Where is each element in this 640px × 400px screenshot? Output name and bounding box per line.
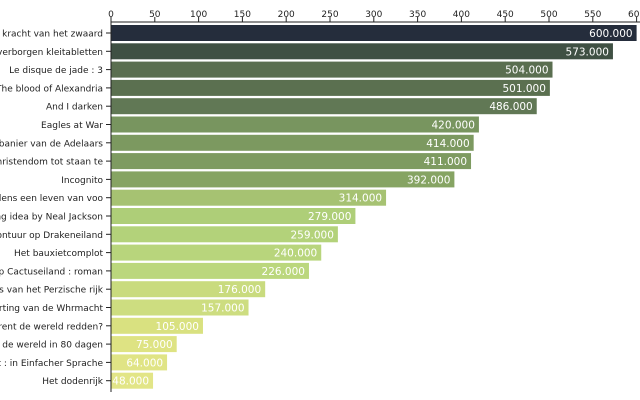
bar	[111, 354, 168, 371]
category-label: Het bauxietcomplot	[14, 249, 103, 259]
data-label: 504.000	[505, 65, 548, 77]
bar	[111, 171, 455, 188]
data-label: 226.000	[262, 266, 305, 278]
bar	[111, 79, 550, 96]
data-label: 600.000	[589, 28, 632, 40]
data-label: 411.000	[424, 156, 467, 168]
data-label: 314.000	[339, 193, 382, 205]
x-tick-label: 600	[628, 10, 640, 20]
category-label: De ineenstorting van de Whrmacht	[0, 304, 103, 314]
x-tick-label: 300	[365, 10, 382, 20]
bars-group: 600.000 573.000 504.000 501.000 486.000 420.0…	[111, 25, 637, 389]
bar	[111, 208, 356, 224]
x-tick-label: 100	[190, 10, 207, 20]
data-label: 573.000	[566, 46, 609, 58]
category-label: De verborgen kleitabletten	[0, 48, 103, 58]
data-label: 392.000	[407, 174, 450, 186]
bar	[111, 317, 203, 334]
category-label: De kracht van het zwaard	[0, 30, 103, 40]
data-label: 414.000	[426, 138, 469, 150]
bar	[111, 226, 338, 243]
x-tick-label: 250	[321, 10, 338, 20]
data-label: 176.000	[218, 284, 261, 296]
x-tick-label: 50	[149, 10, 161, 20]
data-label: 259.000	[290, 229, 333, 241]
category-label: Een tijdens een leven van voo	[0, 194, 103, 204]
category-label: Incognito	[61, 176, 103, 186]
data-label: 420.000	[431, 120, 474, 132]
bar	[111, 336, 177, 353]
bar	[111, 61, 553, 78]
bar	[111, 299, 249, 316]
x-tick-label: 150	[234, 10, 251, 20]
bar	[111, 153, 472, 170]
bar	[111, 98, 537, 115]
category-label: Het dodenrijk	[42, 377, 104, 387]
x-tick-label: 400	[453, 10, 470, 20]
category-label: A winning idea by Neal Jackson	[0, 213, 103, 223]
data-label: 240.000	[274, 248, 317, 260]
category-label: Hoe het christendom tot staan te	[0, 158, 103, 168]
bar	[111, 372, 154, 389]
category-label: Die Welt : in Einfacher Sprache	[0, 359, 103, 369]
x-tick-label: 0	[108, 10, 114, 20]
bar	[111, 25, 637, 41]
category-label: Avontuur op Drakeneiland	[0, 231, 103, 241]
data-label: 486.000	[489, 101, 532, 113]
data-label: 501.000	[502, 83, 545, 95]
bar	[111, 43, 613, 60]
x-tick-label: 500	[540, 10, 557, 20]
bar	[111, 281, 266, 298]
category-label: Agent op Cactuseiland : roman	[0, 267, 103, 277]
y-axis: De kracht van het zwaard De verborgen kle…	[0, 22, 112, 392]
category-label: Reis om de wereld in 80 dagen	[0, 341, 103, 351]
bar	[111, 189, 387, 206]
category-label: The blood of Alexandria	[0, 84, 103, 94]
category-label: Kan Brent de wereld redden?	[0, 322, 103, 332]
data-label: 48.000	[112, 376, 149, 388]
x-tick-label: 350	[409, 10, 426, 20]
category-label: Le disque de jade : 3	[9, 66, 103, 76]
x-tick-label: 550	[584, 10, 601, 20]
bar	[111, 116, 479, 133]
x-tick-label: 200	[278, 10, 295, 20]
category-label: Eagles at War	[41, 121, 103, 131]
bar	[111, 262, 309, 279]
data-label: 75.000	[136, 339, 173, 351]
x-tick-label: 450	[497, 10, 514, 20]
category-label: Krijgsbanier van de Adelaars	[0, 139, 103, 149]
data-label: 64.000	[126, 357, 163, 369]
category-label: De geschiedenis van het Perzische rijk	[0, 286, 104, 296]
data-label: 105.000	[156, 321, 199, 333]
bar	[111, 134, 474, 151]
bar	[111, 244, 322, 261]
data-label: 279.000	[308, 211, 351, 223]
x-axis: 0 50 100 150 200 250 300 350 400 450 500 550 600	[108, 10, 640, 23]
data-label: 157.000	[201, 303, 244, 315]
category-label: And I darken	[46, 103, 103, 113]
